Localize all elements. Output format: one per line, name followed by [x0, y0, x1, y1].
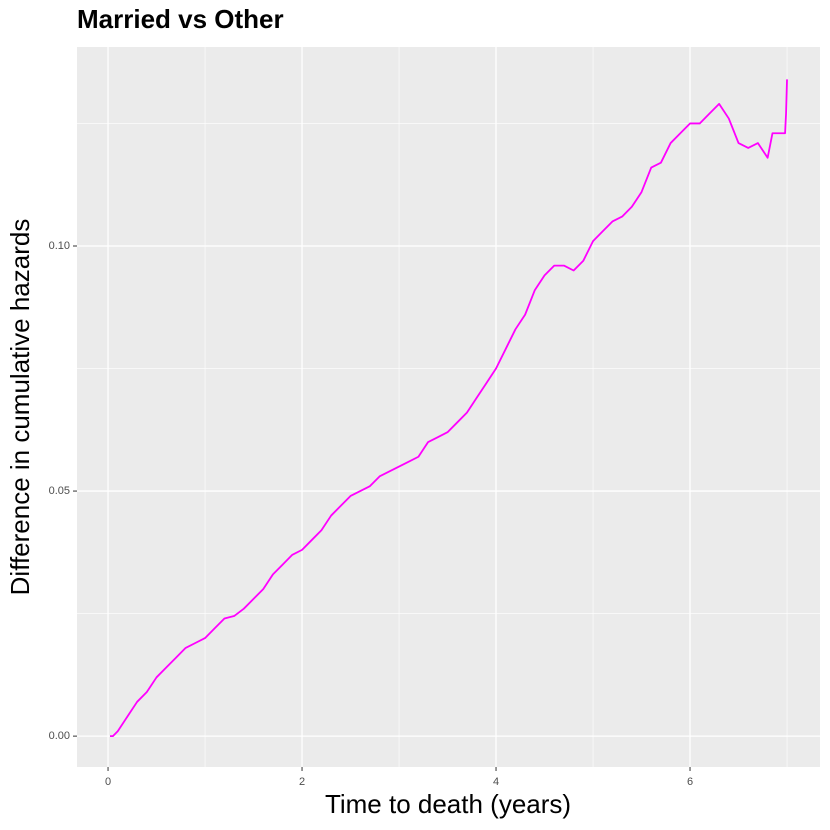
x-tick-label: 4 — [493, 776, 499, 788]
plot — [109, 79, 788, 738]
y-axis-label: Difference in cumulative hazards — [5, 219, 35, 596]
x-tick-label: 0 — [105, 776, 111, 788]
panel — [77, 47, 820, 767]
y-tick-label: 0.00 — [49, 730, 70, 742]
x-tick-label: 6 — [687, 776, 693, 788]
chart-title: Married vs Other — [77, 4, 284, 34]
line — [109, 79, 788, 738]
grid — [77, 47, 820, 767]
x-tick-label: 2 — [299, 776, 305, 788]
y-tick-label: 0.05 — [49, 485, 70, 497]
y-tick-label: 0.10 — [49, 240, 70, 252]
x-axis-label: Time to death (years) — [325, 789, 571, 819]
